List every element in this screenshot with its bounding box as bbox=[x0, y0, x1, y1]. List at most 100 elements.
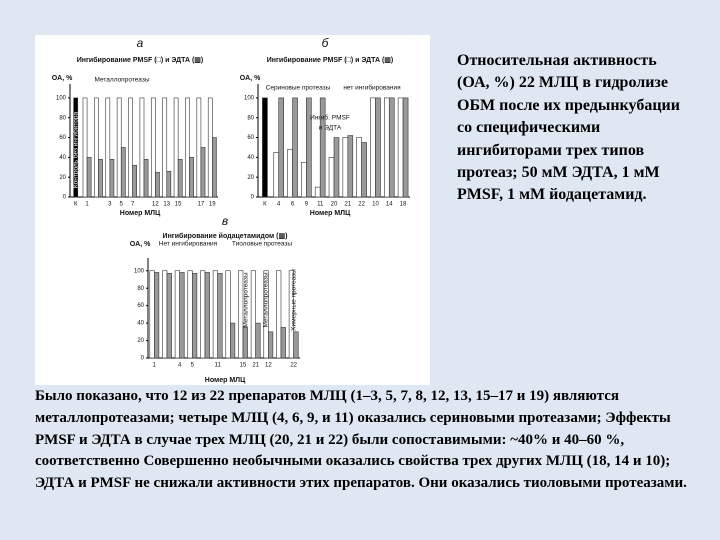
panel-label: а bbox=[137, 36, 144, 50]
bar bbox=[143, 159, 149, 198]
y-tick-label: 0 bbox=[63, 195, 67, 201]
x-tick-label: 5 bbox=[120, 202, 124, 208]
bar bbox=[162, 97, 168, 198]
annotation: Контроль без ингибитора bbox=[71, 111, 79, 188]
y-tick-label: 100 bbox=[244, 95, 255, 101]
x-tick-label: 3 bbox=[108, 202, 112, 208]
x-tick-label: 14 bbox=[386, 202, 393, 208]
bar bbox=[116, 97, 122, 198]
annotation: нет ингибирования bbox=[343, 84, 401, 92]
y-tick-label: 40 bbox=[137, 321, 144, 327]
y-tick-label: 0 bbox=[251, 195, 255, 201]
bar bbox=[278, 97, 285, 198]
annotation: Металлопротеазы bbox=[243, 272, 250, 327]
bar bbox=[230, 322, 236, 359]
y-tick-label: 20 bbox=[137, 338, 144, 344]
bar bbox=[166, 273, 172, 359]
y-tick-label: 80 bbox=[247, 115, 254, 121]
x-tick-label: 15 bbox=[175, 202, 182, 208]
x-axis-label: Номер МЛЦ bbox=[310, 210, 351, 217]
bar bbox=[288, 270, 294, 359]
y-axis-label: OA, % bbox=[52, 75, 73, 82]
x-tick-label: 22 bbox=[290, 363, 297, 369]
x-tick-label: К bbox=[74, 202, 78, 208]
bar bbox=[292, 97, 298, 198]
panel-label: б bbox=[322, 36, 330, 50]
annotation: и ЭДТА bbox=[319, 125, 342, 132]
bar bbox=[109, 159, 115, 198]
bar bbox=[174, 270, 180, 359]
bar bbox=[179, 272, 185, 359]
bar bbox=[187, 270, 193, 359]
bar bbox=[238, 270, 244, 359]
x-tick-label: 6 bbox=[291, 202, 295, 208]
y-axis-label: OA, % bbox=[240, 75, 261, 82]
annotation: Сериновые протеазы bbox=[266, 85, 331, 92]
x-tick-label: 15 bbox=[240, 363, 247, 369]
bar bbox=[82, 97, 88, 198]
annotation: Тиоловые протеазы bbox=[232, 241, 292, 248]
annotation: Нет ингибирования bbox=[159, 240, 218, 248]
y-tick-label: 80 bbox=[59, 115, 66, 121]
bar bbox=[383, 97, 390, 198]
bar bbox=[150, 97, 156, 198]
y-tick-label: 20 bbox=[59, 175, 66, 181]
bar bbox=[375, 97, 381, 198]
bar bbox=[73, 97, 79, 198]
bar bbox=[98, 159, 103, 198]
x-tick-label: 1 bbox=[153, 363, 157, 369]
bar bbox=[149, 270, 155, 359]
bar bbox=[225, 270, 231, 359]
bar bbox=[280, 327, 286, 359]
bar bbox=[105, 97, 111, 198]
x-tick-label: К bbox=[263, 202, 267, 208]
x-tick-label: 10 bbox=[372, 202, 379, 208]
y-tick-label: 40 bbox=[247, 155, 254, 161]
bar bbox=[189, 157, 194, 198]
y-tick-label: 60 bbox=[137, 303, 144, 309]
x-tick-label: 4 bbox=[178, 363, 182, 369]
bar bbox=[314, 186, 321, 198]
x-tick-label: 11 bbox=[317, 202, 324, 208]
y-tick-label: 100 bbox=[56, 95, 67, 101]
y-axis-label: OA, % bbox=[130, 241, 151, 248]
bar bbox=[306, 97, 312, 198]
bar bbox=[212, 137, 217, 198]
annotation: Химерные протеазы bbox=[291, 269, 298, 331]
bar bbox=[347, 135, 354, 198]
bar bbox=[356, 137, 362, 198]
y-tick-label: 100 bbox=[134, 268, 145, 274]
side-text: Относительная активность (ОА, %) 22 МЛЦ … bbox=[457, 52, 680, 204]
chart-title: Ингибирование PMSF (□) и ЭДТА (▥) bbox=[77, 56, 204, 64]
x-tick-label: 17 bbox=[198, 202, 205, 208]
bar bbox=[273, 152, 280, 198]
bar bbox=[154, 272, 160, 359]
x-tick-label: 11 bbox=[215, 363, 222, 369]
bar bbox=[207, 97, 213, 198]
y-tick-label: 60 bbox=[59, 135, 66, 141]
bar bbox=[204, 272, 210, 359]
bar bbox=[132, 164, 138, 198]
x-tick-label: 12 bbox=[265, 363, 272, 369]
y-tick-label: 40 bbox=[59, 155, 66, 161]
bar bbox=[397, 97, 404, 198]
bar bbox=[361, 142, 367, 198]
x-tick-label: 5 bbox=[191, 363, 195, 369]
bar bbox=[120, 147, 126, 198]
x-tick-label: 12 bbox=[152, 202, 159, 208]
bar bbox=[370, 97, 376, 198]
bar bbox=[328, 157, 335, 198]
x-axis-label: Номер МЛЦ bbox=[120, 210, 161, 217]
bar bbox=[128, 97, 133, 198]
x-tick-label: 1 bbox=[85, 202, 89, 208]
bar bbox=[255, 322, 261, 359]
bar bbox=[276, 270, 282, 359]
bar bbox=[388, 97, 395, 198]
bar bbox=[185, 97, 190, 198]
x-tick-label: 22 bbox=[358, 202, 365, 208]
annotation: Металлопротеазы bbox=[263, 272, 270, 327]
y-tick-label: 20 bbox=[247, 175, 254, 181]
bar bbox=[166, 170, 172, 198]
bar bbox=[268, 331, 274, 359]
bar bbox=[333, 137, 340, 198]
